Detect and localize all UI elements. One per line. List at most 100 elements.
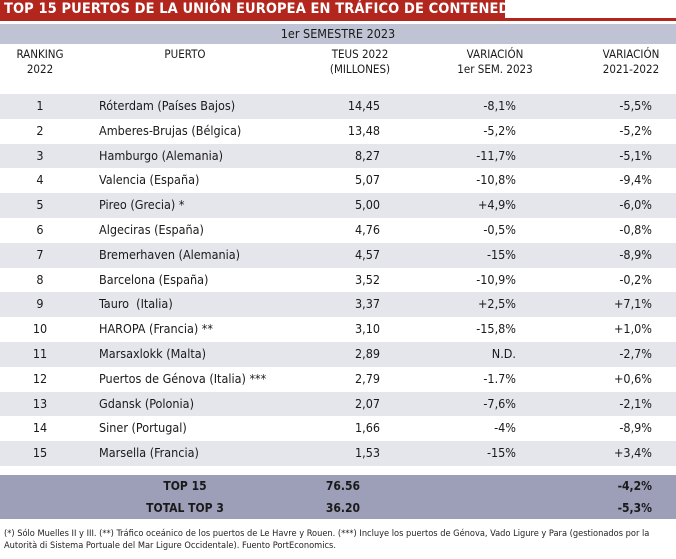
header-var1-line2: 1er SEM. 2023 — [457, 62, 533, 76]
total-label: TOTAL TOP 3 — [146, 501, 224, 515]
var1-cell: -0,5% — [483, 221, 516, 237]
totals-block: TOP 15 76.56 -4,2% TOTAL TOP 3 36.20 -5,… — [0, 475, 676, 519]
header-var1-line1: VARIACIÓN — [466, 47, 524, 61]
port-cell: Siner (Portugal) — [99, 420, 187, 436]
var2-cell: -8,9% — [619, 420, 652, 436]
port-cell: Pireo (Grecia) * — [99, 197, 185, 213]
rank-cell: 9 — [36, 296, 44, 312]
var1-cell: -8,1% — [483, 98, 516, 113]
rank-cell: 11 — [32, 345, 48, 361]
page-title: TOP 15 PUERTOS DE LA UNIÓN EUROPEA EN TR… — [0, 0, 549, 18]
teus-cell: 8,27 — [354, 147, 380, 163]
teus-cell: 4,57 — [354, 246, 380, 262]
title-bar: TOP 15 PUERTOS DE LA UNIÓN EUROPEA EN TR… — [0, 0, 676, 21]
rank-cell: 12 — [32, 370, 48, 386]
table-row: 8 Barcelona (España) 3,52 -10,9% -0,2% — [0, 268, 676, 293]
header-ranking-line1: RANKING — [16, 47, 64, 61]
var1-cell: -1.7% — [483, 370, 516, 386]
teus-cell: 14,45 — [347, 98, 380, 113]
var2-cell: +3,4% — [614, 445, 652, 461]
header-var2-line2: 2021-2022 — [602, 62, 660, 76]
teus-cell: 4,76 — [354, 221, 380, 237]
var1-cell: -15,8% — [476, 321, 516, 337]
var2-cell: -0,2% — [619, 271, 652, 287]
total-teus: 76.56 — [325, 479, 360, 493]
table-row: 13 Gdansk (Polonia) 2,07 -7,6% -2,1% — [0, 391, 676, 417]
teus-cell: 2,89 — [354, 345, 380, 361]
header-port-label: PUERTO — [164, 47, 206, 61]
table-row: 7 Bremerhaven (Alemania) 4,57 -15% -8,9% — [0, 242, 676, 268]
table-row: 12 Puertos de Génova (Italia) *** 2,79 -… — [0, 367, 676, 392]
table-row: 6 Algeciras (España) 4,76 -0,5% -0,8% — [0, 218, 676, 243]
port-cell: Valencia (España) — [99, 172, 200, 188]
table-row: 4 Valencia (España) 5,07 -10,8% -9,4% — [0, 168, 676, 193]
total-row-top3: TOTAL TOP 3 36.20 -5,3% — [0, 497, 676, 519]
rank-cell: 8 — [36, 271, 44, 287]
footnote: (*) Sólo Muelles II y III. (**) Tráfico … — [4, 528, 650, 551]
var2-cell: -9,4% — [619, 172, 652, 188]
table-row: 5 Pireo (Grecia) * 5,00 +4,9% -6,0% — [0, 193, 676, 218]
var1-cell: -10,8% — [476, 172, 516, 188]
var1-cell: -15% — [486, 246, 516, 262]
table-row: 10 HAROPA (Francia) ** 3,10 -15,8% +1,0% — [0, 317, 676, 342]
teus-cell: 5,00 — [354, 197, 380, 213]
header-ranking: RANKING 2022 — [0, 47, 80, 77]
table-row: 2 Amberes-Brujas (Bélgica) 13,48 -5,2% -… — [0, 119, 676, 144]
teus-cell: 3,52 — [354, 271, 380, 287]
rank-cell: 3 — [36, 147, 44, 163]
total-teus: 36.20 — [325, 501, 360, 515]
var2-cell: -5,5% — [619, 98, 652, 113]
var1-cell: N.D. — [491, 345, 516, 361]
rank-cell: 7 — [36, 246, 44, 262]
port-cell: Barcelona (España) — [99, 271, 209, 287]
var2-cell: -5,1% — [619, 147, 652, 163]
teus-cell: 13,48 — [347, 122, 380, 138]
header-port: PUERTO — [150, 47, 220, 62]
var2-cell: +1,0% — [614, 321, 652, 337]
port-cell: Marsaxlokk (Malta) — [99, 345, 207, 361]
var2-cell: -8,9% — [619, 246, 652, 262]
total-row-top15: TOP 15 76.56 -4,2% — [0, 475, 676, 497]
rank-cell: 6 — [36, 221, 44, 237]
header-var1: VARIACIÓN 1er SEM. 2023 — [440, 47, 550, 77]
total-label: TOP 15 — [163, 479, 207, 493]
var2-cell: -5,2% — [619, 122, 652, 138]
teus-cell: 1,66 — [354, 420, 380, 436]
var2-cell: +7,1% — [614, 296, 652, 312]
rank-cell: 15 — [32, 445, 48, 461]
var2-cell: -0,8% — [619, 221, 652, 237]
var1-cell: -10,9% — [476, 271, 516, 287]
table-row: 3 Hamburgo (Alemania) 8,27 -11,7% -5,1% — [0, 143, 676, 169]
rank-cell: 5 — [36, 197, 44, 213]
teus-cell: 5,07 — [354, 172, 380, 188]
var2-cell: -2,7% — [619, 345, 652, 361]
table-row: 1 Róterdam (Países Bajos) 14,45 -8,1% -5… — [0, 94, 676, 119]
teus-cell: 1,53 — [354, 445, 380, 461]
rank-cell: 14 — [32, 420, 48, 436]
port-cell: Gdansk (Polonia) — [99, 395, 194, 411]
total-var2: -5,3% — [617, 501, 652, 515]
table-header: RANKING 2022 PUERTO TEUS 2022 (MILLONES)… — [0, 47, 676, 87]
var1-cell: -5,2% — [483, 122, 516, 138]
table-row: 9 Tauro (Italia) 3,37 +2,5% +7,1% — [0, 292, 676, 318]
teus-cell: 2,79 — [354, 370, 380, 386]
table-row: 14 Siner (Portugal) 1,66 -4% -8,9% — [0, 416, 676, 441]
var1-cell: -15% — [486, 445, 516, 461]
teus-cell: 2,07 — [354, 395, 380, 411]
total-var2: -4,2% — [617, 479, 652, 493]
port-cell: HAROPA (Francia) ** — [99, 321, 214, 337]
var1-cell: -4% — [494, 420, 516, 436]
header-var2-line1: VARIACIÓN — [602, 47, 660, 61]
var2-cell: +0,6% — [614, 370, 652, 386]
rank-cell: 10 — [32, 321, 48, 337]
table-row: 11 Marsaxlokk (Malta) 2,89 N.D. -2,7% — [0, 341, 676, 367]
port-cell: Hamburgo (Alemania) — [99, 147, 224, 163]
port-cell: Róterdam (Países Bajos) — [99, 98, 236, 113]
teus-cell: 3,10 — [354, 321, 380, 337]
title-underline — [0, 18, 676, 21]
rank-cell: 13 — [32, 395, 48, 411]
rank-cell: 2 — [36, 122, 44, 138]
port-cell: Algeciras (España) — [99, 221, 204, 237]
header-teus: TEUS 2022 (MILLONES) — [310, 47, 410, 77]
var1-cell: -11,7% — [476, 147, 516, 163]
